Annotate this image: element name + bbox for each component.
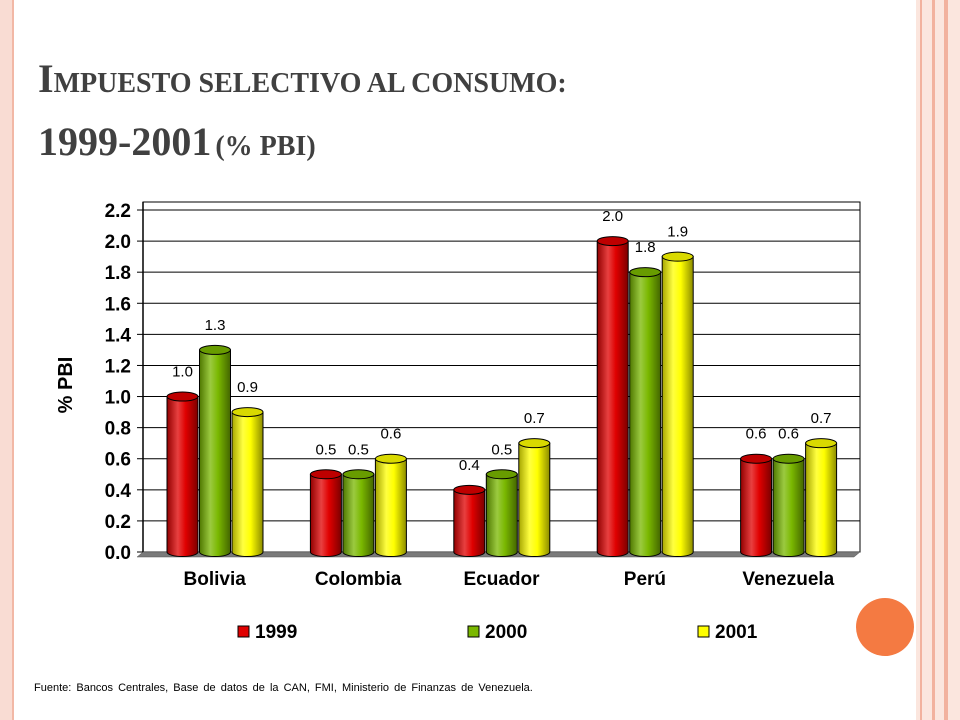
bar-top-1999-Colombia <box>309 469 342 480</box>
y-tick-label: 1.4 <box>105 325 132 346</box>
bar-2000-Bolivia <box>199 349 231 557</box>
x-tick-label-Venezuela: Venezuela <box>742 569 834 590</box>
title-years: 1999-2001 <box>38 119 212 164</box>
y-tick-label: 1.8 <box>105 263 131 284</box>
data-label-2001-Colombia: 0.6 <box>380 426 401 443</box>
bar-1999-Ecuador <box>453 489 486 557</box>
bar-1999-Colombia <box>309 473 342 557</box>
slide-border-right <box>916 0 960 720</box>
bar-1999-Bolivia <box>166 396 199 557</box>
legend-label-1999: 1999 <box>255 622 297 643</box>
y-tick-label: 0.8 <box>105 419 131 440</box>
y-tick-label: 0.2 <box>105 512 131 533</box>
slide-border-left <box>0 0 14 720</box>
bar-top-2000-Perú <box>629 267 662 278</box>
y-tick-label: 0.0 <box>105 543 131 564</box>
bar-1999-Perú <box>596 240 629 557</box>
bar-top-1999-Perú <box>596 236 629 247</box>
title-rest: MPUESTO SELECTIVO AL CONSUMO: <box>53 68 567 99</box>
bar-2000-Venezuela <box>772 458 805 557</box>
data-label-1999-Colombia: 0.5 <box>315 441 336 458</box>
x-tick-label-Bolivia: Bolivia <box>184 569 247 590</box>
bar-2001-Ecuador <box>518 442 551 557</box>
y-tick-label: 0.4 <box>105 481 132 502</box>
bar-1999-Venezuela <box>740 458 773 557</box>
data-label-2000-Venezuela: 0.6 <box>778 426 799 443</box>
bar-top-2000-Venezuela <box>772 453 805 464</box>
y-axis-label: % PBI <box>55 357 77 414</box>
data-label-2001-Venezuela: 0.7 <box>811 410 832 427</box>
bar-top-2001-Colombia <box>374 453 407 464</box>
bar-2001-Colombia <box>374 458 407 557</box>
y-tick-label: 1.0 <box>105 388 131 409</box>
x-tick-label-Colombia: Colombia <box>315 569 402 590</box>
bar-top-1999-Ecuador <box>453 484 486 495</box>
bar-top-2001-Perú <box>661 251 694 262</box>
bar-top-2001-Ecuador <box>518 438 551 449</box>
bar-2001-Venezuela <box>805 442 838 557</box>
title-line-1: IMPUESTO SELECTIVO AL CONSUMO: <box>38 52 898 115</box>
title-initial: I <box>38 56 54 101</box>
data-label-2000-Colombia: 0.5 <box>348 441 369 458</box>
bar-2001-Perú <box>661 256 694 557</box>
bar-2000-Ecuador <box>485 473 518 557</box>
y-tick-label: 0.6 <box>105 450 131 471</box>
legend-swatch-1999 <box>237 625 250 638</box>
y-tick-label: 2.2 <box>105 201 131 222</box>
data-label-2001-Perú: 1.9 <box>667 224 688 241</box>
x-tick-label-Ecuador: Ecuador <box>463 569 540 590</box>
legend-swatch-2000 <box>467 625 480 638</box>
title-line-2: 1999-2001 (% PBI) <box>38 115 898 178</box>
data-label-1999-Perú: 2.0 <box>602 208 623 225</box>
y-tick-label: 2.0 <box>105 232 131 253</box>
x-tick-label-Perú: Perú <box>624 569 666 590</box>
bar-top-2000-Bolivia <box>199 344 231 355</box>
bar-2000-Colombia <box>342 473 375 557</box>
slide-title: IMPUESTO SELECTIVO AL CONSUMO: 1999-2001… <box>38 52 898 178</box>
legend-swatch-2001 <box>697 625 710 638</box>
data-label-2000-Bolivia: 1.3 <box>205 317 226 334</box>
data-label-1999-Venezuela: 0.6 <box>746 426 767 443</box>
data-label-1999-Bolivia: 1.0 <box>172 364 193 381</box>
legend-label-2001: 2001 <box>715 622 758 643</box>
bar-2000-Perú <box>629 271 662 557</box>
bar-top-2000-Ecuador <box>485 469 518 480</box>
data-label-1999-Ecuador: 0.4 <box>459 457 480 474</box>
bar-2001-Bolivia <box>231 411 264 557</box>
data-label-2000-Perú: 1.8 <box>635 239 656 256</box>
bar-top-1999-Bolivia <box>166 391 199 402</box>
bar-top-1999-Venezuela <box>740 453 773 464</box>
source-note: Fuente: Bancos Centrales, Base de datos … <box>34 682 533 694</box>
bar-top-2001-Venezuela <box>805 438 838 449</box>
legend-label-2000: 2000 <box>485 622 527 643</box>
accent-circle <box>856 598 914 656</box>
data-label-2001-Ecuador: 0.7 <box>524 410 545 427</box>
data-label-2000-Ecuador: 0.5 <box>491 441 512 458</box>
y-tick-label: 1.6 <box>105 294 131 315</box>
y-tick-label: 1.2 <box>105 356 131 377</box>
title-unit: (% PBI) <box>215 131 316 162</box>
bar-top-2000-Colombia <box>342 469 375 480</box>
data-label-2001-Bolivia: 0.9 <box>237 379 258 396</box>
bar-top-2001-Bolivia <box>231 407 264 418</box>
